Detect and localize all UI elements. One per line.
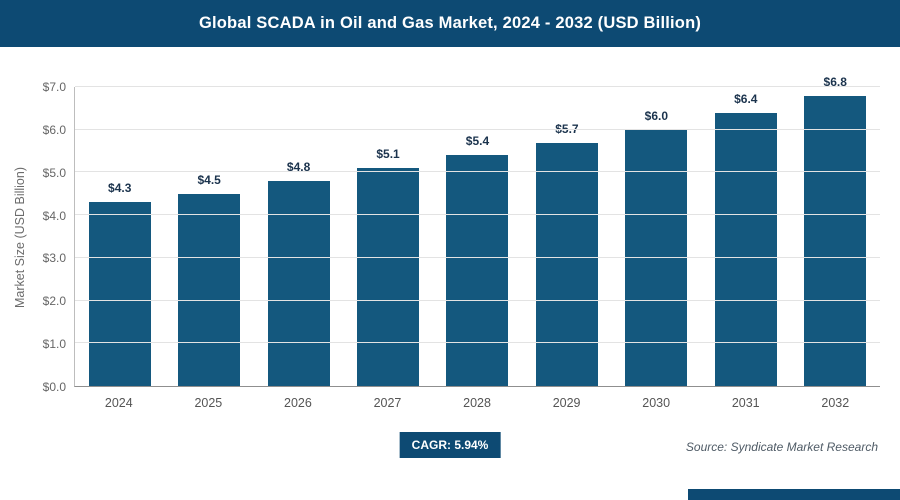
gridline [75,214,880,216]
bar: $5.4 [446,134,509,386]
chart-footer: CAGR: 5.94% Source: Syndicate Market Res… [0,424,900,484]
x-tick-label: 2029 [552,396,581,410]
bar: $5.7 [535,122,598,386]
x-tick-label: 2024 [104,396,133,410]
chart-title: Global SCADA in Oil and Gas Market, 2024… [198,14,702,32]
y-tick-label: $4.0 [42,208,66,223]
y-tick-label: $1.0 [42,337,66,352]
bar: $5.1 [357,147,420,386]
bar-column: $4.8 [254,87,343,386]
chart-title-bar: Global SCADA in Oil and Gas Market, 2024… [0,0,900,47]
bar: $6.8 [804,75,867,386]
bar-column: $5.4 [433,87,522,386]
bar-value-label: $5.4 [465,134,490,149]
source-text: Source: Syndicate Market Research [685,440,878,454]
gridline [75,342,880,344]
bar-column: $6.0 [612,87,701,386]
bar: $6.4 [714,92,777,386]
x-tick-label: 2028 [463,396,491,410]
y-tick-label: $7.0 [42,80,66,94]
bar-columns: $4.3 $4.5 $4.8 $5.1 $5.4 $5.7 $6.0 $6.4 $6.8 [75,75,880,386]
bar-column: $4.5 [164,87,253,386]
y-axis-title: Market Size (USD Billion) [13,166,27,308]
y-tick-label: $5.0 [42,165,66,180]
bar-value-label: $6.8 [823,74,847,89]
bar-column: $5.7 [522,87,611,386]
bar-value-label: $6.0 [644,108,669,123]
x-tick-label: 2031 [731,396,760,410]
y-tick-label: $3.0 [42,251,66,266]
gridline [75,86,880,87]
bar-value-label: $4.5 [197,172,221,187]
x-tick-label: 2027 [373,396,402,410]
x-tick-label: 2026 [284,396,312,410]
bar-column: $5.1 [343,87,432,386]
plot-column: $4.3 $4.5 $4.8 $5.1 $5.4 $5.7 $6.0 $6.4 $6.8 202… [74,75,880,410]
bar-value-label: $5.7 [555,121,579,136]
bar-column: $6.8 [791,75,880,386]
cagr-badge: CAGR: 5.94% [399,432,501,458]
bar-value-label: $5.1 [376,147,400,162]
plot-area: $4.3 $4.5 $4.8 $5.1 $5.4 $5.7 $6.0 $6.4 $6.8 [74,75,880,387]
bar-column: $6.4 [701,87,790,386]
gridline [75,171,880,173]
x-tick-label: 2030 [642,396,671,410]
bar: $6.0 [625,109,688,386]
bar-value-label: $4.3 [108,181,132,196]
gridline [75,256,880,258]
y-tick-label: $2.0 [42,294,66,309]
y-tick-label: $6.0 [42,122,66,137]
bar: $4.3 [88,181,151,386]
bar-value-label: $4.8 [286,159,311,174]
gridline [75,128,880,130]
bar-value-label: $6.4 [734,91,758,106]
bottom-accent-strip [688,489,900,500]
x-tick-label: 2032 [821,396,850,410]
chart-area: Market Size (USD Billion) $0.0 $1.0 $2.0 $3… [0,75,900,410]
bar: $4.5 [178,173,241,386]
bar-column: $4.3 [75,87,164,386]
y-tick-label: $0.0 [42,380,66,394]
y-axis: $0.0 $1.0 $2.0 $3.0 $4.0 $5.0 $6.0 $7.0 [30,80,74,394]
x-axis-labels: 2024 2025 2026 2027 2028 2029 2030 2031 2032 [74,396,880,410]
gridline [75,299,880,301]
bar: $4.8 [267,160,330,386]
x-tick-label: 2025 [194,396,223,410]
